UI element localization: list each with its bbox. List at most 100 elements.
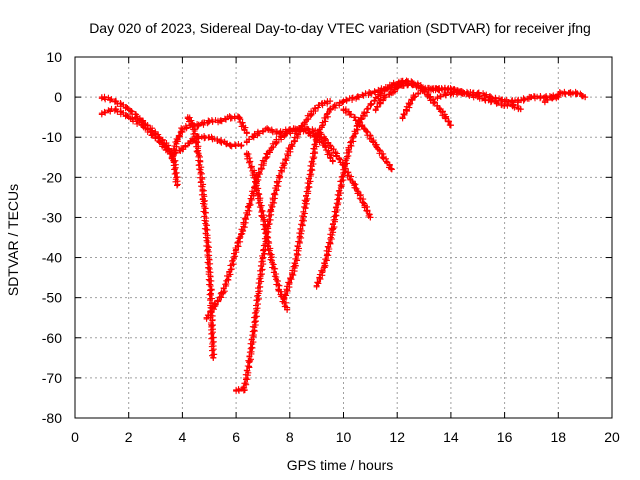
data-point [281, 294, 288, 301]
y-tick-label: 0 [54, 89, 62, 105]
data-point [437, 106, 444, 113]
data-point [351, 114, 358, 121]
y-axis-label: SDTVAR / TECUs [5, 184, 21, 296]
data-point [243, 150, 250, 157]
data-point [98, 110, 105, 117]
data-point [174, 182, 181, 189]
data-point [337, 182, 344, 189]
y-tick-label: -80 [42, 410, 62, 426]
data-point [219, 290, 226, 297]
data-point [286, 146, 293, 153]
series-arc-h [243, 150, 291, 313]
data-point [268, 254, 275, 261]
data-point [243, 130, 250, 137]
x-tick-label: 18 [551, 429, 567, 445]
data-point [367, 90, 374, 97]
data-point [227, 114, 234, 121]
data-point [474, 94, 481, 101]
x-tick-label: 0 [71, 429, 79, 445]
data-point [582, 94, 589, 101]
series-arc-l [372, 77, 454, 129]
series-arc-o [541, 88, 589, 106]
data-point [259, 214, 266, 221]
data-point [340, 98, 347, 105]
data-point [541, 98, 548, 105]
data-point [112, 106, 119, 113]
data-point [313, 282, 320, 289]
data-point [488, 98, 495, 105]
data-point [259, 254, 266, 261]
data-point [125, 114, 132, 121]
data-point [297, 126, 304, 133]
data-point [168, 154, 175, 161]
y-tick-label: -20 [42, 169, 62, 185]
data-point [233, 246, 240, 253]
data-point [235, 114, 242, 121]
x-tick-label: 12 [389, 429, 405, 445]
data-point [574, 90, 581, 97]
data-point [305, 126, 312, 133]
data-point [399, 114, 406, 121]
y-tick-label: -30 [42, 209, 62, 225]
data-point [557, 90, 564, 97]
data-point [415, 82, 422, 89]
data-point [434, 94, 441, 101]
data-point [276, 130, 283, 137]
data-point [276, 286, 283, 293]
data-point [388, 82, 395, 89]
x-tick-label: 2 [125, 429, 133, 445]
data-point [302, 198, 309, 205]
data-point [284, 130, 291, 137]
data-point [195, 150, 202, 157]
data-point [238, 230, 245, 237]
series-arc-c [168, 113, 250, 162]
y-tick-label: -60 [42, 330, 62, 346]
data-point [426, 94, 433, 101]
data-point [125, 106, 132, 113]
axis-ticks: 0 2 4 6 8 10 12 14 16 18 20 10 0 -10 -20 -30 -40 -50 -60 -7… [42, 49, 620, 445]
data-point [313, 134, 320, 141]
data-point [329, 158, 336, 165]
y-tick-label: -70 [42, 370, 62, 386]
data-point [340, 106, 347, 113]
data-point [206, 118, 213, 125]
data-point [208, 322, 215, 329]
data-point [378, 90, 385, 97]
data-point [204, 246, 211, 253]
data-point [98, 94, 105, 101]
x-tick-label: 20 [604, 429, 620, 445]
data-point [501, 102, 508, 109]
data-point [163, 146, 170, 153]
data-point [268, 206, 275, 213]
data-point [233, 386, 240, 393]
data-point [174, 138, 181, 145]
x-tick-label: 10 [336, 429, 352, 445]
data-point [308, 110, 315, 117]
data-point [200, 198, 207, 205]
data-point [447, 122, 454, 129]
series-arc-g [233, 98, 334, 395]
x-axis-label: GPS time / hours [287, 457, 394, 473]
data-point [367, 214, 374, 221]
series-arc-i [281, 80, 411, 302]
data-point [372, 106, 379, 113]
x-tick-label: 6 [232, 429, 240, 445]
data-point [361, 126, 368, 133]
data-point [246, 358, 253, 365]
data-point [179, 126, 186, 133]
data-point [216, 138, 223, 145]
data-point [152, 134, 159, 141]
data-point [528, 94, 535, 101]
x-tick-label: 4 [179, 429, 187, 445]
data-point [203, 314, 210, 321]
y-tick-label: -40 [42, 250, 62, 266]
data-point [461, 90, 468, 97]
data-point [396, 82, 403, 89]
data-point [421, 86, 428, 93]
data-point [171, 158, 178, 165]
data-point [211, 302, 218, 309]
data-point [327, 142, 334, 149]
data-point [251, 174, 258, 181]
data-point [447, 90, 454, 97]
